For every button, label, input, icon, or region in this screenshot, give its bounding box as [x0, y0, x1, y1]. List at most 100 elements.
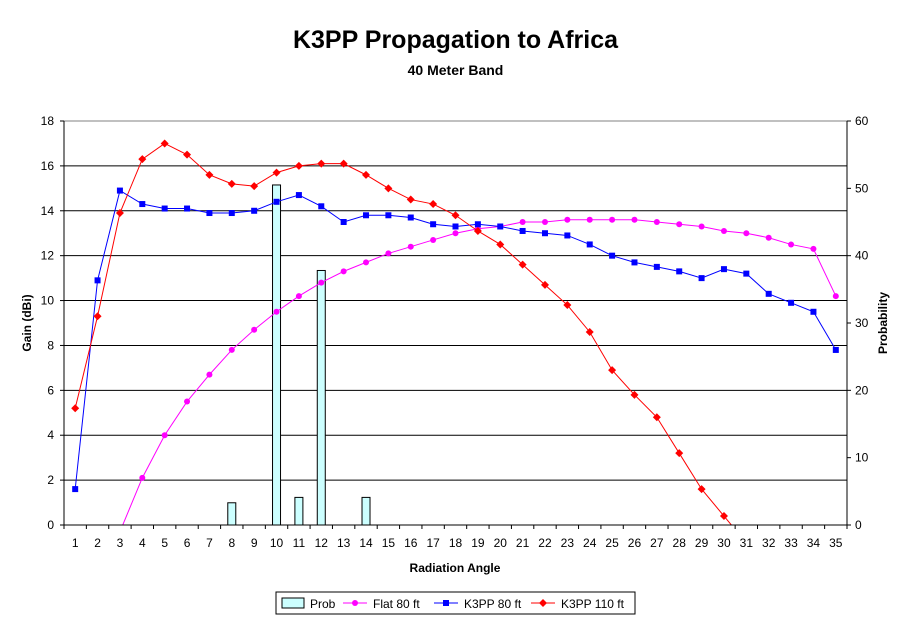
- y-tick-label: 0: [47, 518, 54, 532]
- point-flat-80-ft: [407, 243, 414, 250]
- point-flat-80-ft: [765, 234, 772, 241]
- x-tick-label: 6: [184, 536, 191, 550]
- point-k3pp-80-ft: [564, 232, 571, 239]
- point-k3pp-80-ft: [295, 192, 302, 199]
- y2-tick-label: 40: [855, 249, 869, 263]
- chart-subtitle: 40 Meter Band: [407, 62, 504, 78]
- y-tick-label: 14: [41, 204, 55, 218]
- x-tick-label: 26: [628, 536, 642, 550]
- point-k3pp-110-ft: [362, 170, 371, 179]
- point-flat-80-ft: [340, 268, 347, 275]
- x-tick-label: 1: [72, 536, 79, 550]
- point-k3pp-110-ft: [540, 280, 549, 289]
- y-tick-label: 6: [47, 383, 54, 397]
- point-k3pp-80-ft: [698, 275, 705, 282]
- point-flat-80-ft: [228, 346, 235, 353]
- point-k3pp-110-ft: [630, 390, 639, 399]
- point-flat-80-ft: [676, 221, 683, 228]
- legend-prob-swatch: [281, 597, 305, 609]
- prob-bar: [361, 496, 371, 525]
- legend-k3pp110-marker: [539, 599, 547, 607]
- y2-tick-label: 30: [855, 316, 869, 330]
- point-k3pp-80-ft: [273, 198, 280, 205]
- x-tick-label: 23: [561, 536, 575, 550]
- x-tick-label: 2: [94, 536, 101, 550]
- legend-flat-marker: [352, 600, 358, 606]
- point-k3pp-110-ft: [227, 179, 236, 188]
- y-axis-label: Gain (dBi): [20, 294, 34, 351]
- x-tick-label: 18: [449, 536, 463, 550]
- point-flat-80-ft: [117, 529, 123, 535]
- point-flat-80-ft: [184, 398, 191, 405]
- point-k3pp-110-ft: [115, 209, 124, 218]
- y2-tick-label: 60: [855, 114, 869, 128]
- x-tick-label: 12: [315, 536, 329, 550]
- point-k3pp-80-ft: [452, 223, 459, 230]
- point-k3pp-110-ft: [205, 170, 214, 179]
- point-k3pp-80-ft: [161, 205, 168, 212]
- x-tick-label: 3: [117, 536, 124, 550]
- point-k3pp-110-ft: [429, 200, 438, 209]
- prob-bar: [294, 496, 304, 525]
- x-tick-label: 21: [516, 536, 530, 550]
- point-k3pp-110-ft: [384, 184, 393, 193]
- point-k3pp-110-ft: [160, 139, 169, 148]
- point-k3pp-80-ft: [586, 241, 593, 248]
- point-k3pp-110-ft: [608, 366, 617, 375]
- x-tick-label: 15: [382, 536, 396, 550]
- point-k3pp-80-ft: [116, 187, 123, 194]
- prob-bar: [272, 184, 282, 525]
- point-k3pp-110-ft: [272, 168, 281, 177]
- y2-tick-label: 50: [855, 181, 869, 195]
- prob-bar: [316, 269, 326, 525]
- point-k3pp-80-ft: [676, 268, 683, 275]
- point-flat-80-ft: [788, 241, 795, 248]
- x-tick-label: 24: [583, 536, 597, 550]
- point-k3pp-110-ft: [339, 159, 348, 168]
- point-k3pp-80-ft: [363, 212, 370, 219]
- x-tick-label: 20: [494, 536, 508, 550]
- point-k3pp-110-ft: [585, 327, 594, 336]
- point-flat-80-ft: [206, 371, 213, 378]
- legend-k3pp80-marker: [443, 600, 449, 606]
- point-k3pp-110-ft: [675, 449, 684, 458]
- x-tick-label: 5: [161, 536, 168, 550]
- x-tick-label: 35: [829, 536, 843, 550]
- legend: Prob Flat 80 ft K3PP 80 ft K3PP 110 ft: [275, 591, 636, 615]
- y-tick-label: 18: [41, 114, 55, 128]
- x-tick-label: 17: [426, 536, 440, 550]
- prob-bars: [227, 184, 371, 525]
- point-flat-80-ft: [273, 308, 280, 315]
- legend-prob-label: Prob: [310, 597, 336, 611]
- point-k3pp-80-ft: [251, 207, 258, 214]
- point-flat-80-ft: [139, 474, 146, 481]
- prob-bar: [227, 502, 237, 525]
- point-k3pp-80-ft: [765, 290, 772, 297]
- point-k3pp-80-ft: [206, 210, 213, 217]
- x-tick-label: 28: [673, 536, 687, 550]
- point-flat-80-ft: [295, 293, 302, 300]
- axes: [60, 120, 851, 529]
- point-flat-80-ft: [653, 219, 660, 225]
- y-tick-label: 4: [47, 428, 54, 442]
- point-k3pp-80-ft: [385, 212, 392, 219]
- point-flat-80-ft: [363, 259, 370, 266]
- point-k3pp-80-ft: [519, 227, 526, 234]
- x-tick-label: 4: [139, 536, 146, 550]
- point-flat-80-ft: [452, 230, 459, 237]
- point-k3pp-80-ft: [631, 259, 638, 266]
- point-k3pp-80-ft: [72, 486, 79, 493]
- x-tick-label: 34: [807, 536, 821, 550]
- point-k3pp-80-ft: [541, 230, 548, 237]
- point-k3pp-110-ft: [294, 161, 303, 170]
- x-tick-label: 16: [404, 536, 418, 550]
- chart-title: K3PP Propagation to Africa: [292, 26, 619, 54]
- point-k3pp-80-ft: [184, 205, 191, 212]
- x-tick-label: 7: [206, 536, 213, 550]
- point-flat-80-ft: [720, 227, 727, 234]
- x-tick-label: 32: [762, 536, 776, 550]
- point-flat-80-ft: [832, 293, 839, 300]
- point-k3pp-80-ft: [609, 252, 616, 259]
